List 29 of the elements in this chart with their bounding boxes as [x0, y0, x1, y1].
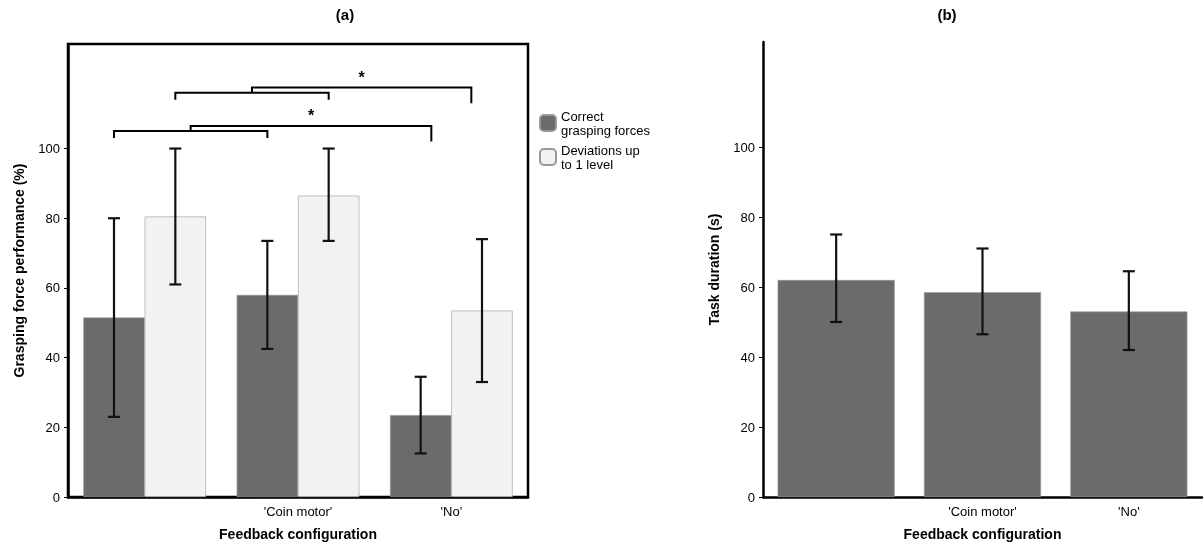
y-tick-label: 0: [747, 489, 755, 505]
x-axis-title: Feedback configuration: [219, 526, 377, 542]
y-tick-label: 100: [38, 141, 60, 157]
legend-label: Deviations up to 1 level: [561, 142, 640, 172]
y-tick-label: 100: [733, 139, 755, 155]
y-tick-label: 60: [45, 280, 60, 296]
legend-label: Correct grasping forces: [561, 108, 651, 138]
y-axis-title: Grasping force performance (%): [11, 163, 27, 378]
chart-title: (a): [335, 6, 355, 23]
y-axis-title: Task duration (s): [706, 213, 722, 326]
y-tick-label: 40: [45, 350, 60, 366]
annotation: *: [358, 69, 366, 87]
y-tick-label: 20: [740, 419, 755, 435]
x-axis-title: Feedback configuration: [903, 526, 1062, 542]
chart-title: (b): [937, 6, 957, 23]
annotation: *: [307, 107, 315, 125]
x-tick-label: 'No': [1118, 504, 1140, 519]
bar: [777, 280, 895, 497]
bar: [1070, 311, 1188, 497]
y-tick-label: 60: [740, 279, 755, 295]
x-tick-label: 'Coin motor': [948, 504, 1017, 519]
y-tick-label: 0: [52, 489, 60, 505]
x-tick-label: 'Coin motor': [263, 504, 333, 519]
x-tick-label: 'No': [440, 504, 463, 519]
y-tick-label: 80: [740, 209, 755, 225]
y-tick-label: 20: [45, 419, 60, 435]
y-tick-label: 40: [740, 349, 755, 365]
y-tick-label: 80: [45, 210, 60, 226]
bar: [923, 292, 1042, 497]
